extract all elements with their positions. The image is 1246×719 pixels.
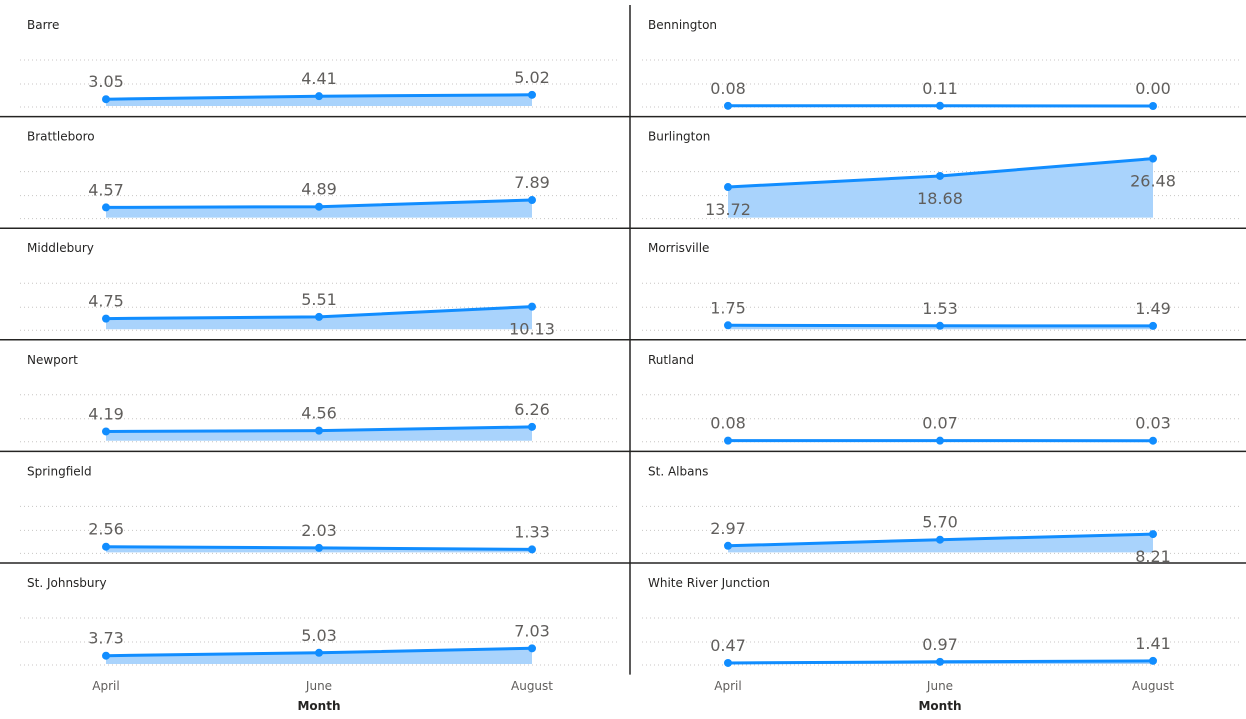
data-label: 0.08 [710,414,746,433]
panel-title: Middlebury [27,241,94,255]
panel-title: Rutland [648,353,694,367]
data-point [1149,657,1157,665]
data-label: 1.33 [514,522,550,541]
data-point [528,196,536,204]
data-label: 4.57 [88,180,124,199]
data-label: 4.89 [301,180,337,199]
data-label: 2.56 [88,520,124,539]
data-label: 5.02 [514,68,550,87]
panel-title: White River Junction [648,576,770,590]
data-point [724,183,732,191]
data-label: 13.72 [705,200,751,219]
panel-title: Barre [27,18,59,32]
data-point [102,543,110,551]
data-label: 4.41 [301,69,337,88]
data-label: 5.70 [922,513,958,532]
data-label: 4.56 [301,404,337,423]
data-point [315,92,323,100]
data-label: 26.48 [1130,172,1176,191]
data-point [528,644,536,652]
data-point [1149,437,1157,445]
x-axis-title: Month [297,699,340,713]
data-point [528,91,536,99]
data-label: 18.68 [917,189,963,208]
data-label: 1.41 [1135,634,1171,653]
x-tick-label: April [92,679,119,693]
data-point [315,427,323,435]
data-point [102,427,110,435]
panel-title: Springfield [27,464,92,478]
data-point [936,437,944,445]
data-point [724,321,732,329]
data-label: 3.73 [88,629,124,648]
data-point [528,423,536,431]
data-point [724,542,732,550]
data-label: 1.49 [1135,299,1171,318]
data-label: 5.03 [301,626,337,645]
data-label: 0.11 [922,79,958,98]
data-point [936,322,944,330]
data-point [315,203,323,211]
data-label: 2.97 [710,519,746,538]
data-label: 0.08 [710,79,746,98]
panel-title: Bennington [648,18,717,32]
data-label: 0.07 [922,414,958,433]
panel-title: Burlington [648,130,710,144]
data-point [102,315,110,323]
panel-title: St. Johnsbury [27,576,107,590]
data-point [102,203,110,211]
data-label: 4.75 [88,292,124,311]
data-label: 2.03 [301,521,337,540]
data-point [1149,530,1157,538]
data-label: 1.53 [922,299,958,318]
data-point [315,313,323,321]
data-label: 10.13 [509,320,555,339]
x-tick-label: June [305,679,332,693]
data-point [528,303,536,311]
panel-title: St. Albans [648,464,708,478]
data-point [936,658,944,666]
data-point [936,172,944,180]
data-point [1149,322,1157,330]
data-point [724,102,732,110]
data-point [315,544,323,552]
data-label: 6.26 [514,400,550,419]
panel-title: Newport [27,353,78,367]
panel-title: Brattleboro [27,130,95,144]
data-point [936,536,944,544]
data-label: 7.89 [514,173,550,192]
data-point [528,545,536,553]
x-tick-label: April [714,679,741,693]
data-point [724,659,732,667]
data-label: 0.00 [1135,79,1171,98]
data-point [936,102,944,110]
data-point [102,95,110,103]
data-point [315,649,323,657]
data-point [724,437,732,445]
data-point [1149,102,1157,110]
data-label: 4.19 [88,404,124,423]
data-label: 0.03 [1135,414,1171,433]
x-tick-label: August [1132,679,1174,693]
data-label: 3.05 [88,72,124,91]
data-label: 7.03 [514,621,550,640]
x-tick-label: June [926,679,953,693]
data-label: 0.47 [710,636,746,655]
data-label: 1.75 [710,298,746,317]
data-label: 0.97 [922,635,958,654]
data-point [102,652,110,660]
x-axis-title: Month [918,699,961,713]
x-tick-label: August [511,679,553,693]
data-label: 5.51 [301,290,337,309]
data-point [1149,155,1157,163]
panel-title: Morrisville [648,241,709,255]
